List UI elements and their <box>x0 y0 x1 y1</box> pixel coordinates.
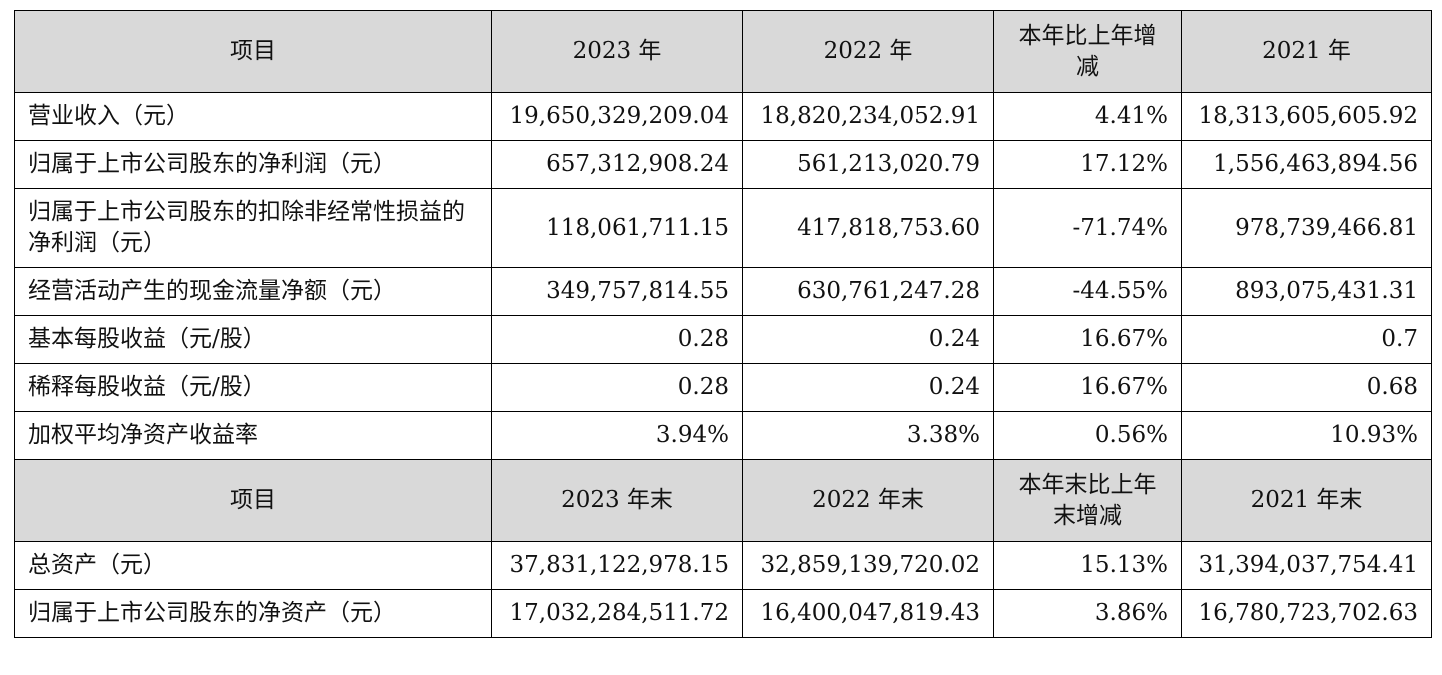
cell-2023-end: 17,032,284,511.72 <box>491 589 743 638</box>
table-row: 归属于上市公司股东的净资产（元） 17,032,284,511.72 16,40… <box>14 589 1432 638</box>
header-change-end: 本年末比上年末增减 <box>993 459 1182 542</box>
table-row: 稀释每股收益（元/股） 0.28 0.24 16.67% 0.68 <box>14 363 1432 412</box>
row-label: 基本每股收益（元/股） <box>14 315 492 364</box>
cell-2023: 0.28 <box>491 315 743 364</box>
table-row: 经营活动产生的现金流量净额（元） 349,757,814.55 630,761,… <box>14 267 1432 316</box>
row-label: 稀释每股收益（元/股） <box>14 363 492 412</box>
cell-2023: 0.28 <box>491 363 743 412</box>
cell-2022: 630,761,247.28 <box>742 267 994 316</box>
cell-2023-end: 37,831,122,978.15 <box>491 541 743 590</box>
cell-change: -44.55% <box>993 267 1182 316</box>
header-item: 项目 <box>14 459 492 542</box>
cell-2021-end: 16,780,723,702.63 <box>1181 589 1432 638</box>
header-row: 项目 2023 年 2022 年 本年比上年增减 2021 年 <box>14 10 1432 93</box>
table-row: 基本每股收益（元/股） 0.28 0.24 16.67% 0.7 <box>14 315 1432 364</box>
header-change: 本年比上年增减 <box>993 10 1182 93</box>
row-label: 归属于上市公司股东的扣除非经常性损益的净利润（元） <box>14 188 492 268</box>
cell-2023: 19,650,329,209.04 <box>491 92 743 141</box>
cell-2022: 561,213,020.79 <box>742 140 994 189</box>
header-2023-end: 2023 年末 <box>491 459 743 542</box>
cell-change: 17.12% <box>993 140 1182 189</box>
cell-2021: 18,313,605,605.92 <box>1181 92 1432 141</box>
row-label: 营业收入（元） <box>14 92 492 141</box>
cell-2021-end: 31,394,037,754.41 <box>1181 541 1432 590</box>
header-row: 项目 2023 年末 2022 年末 本年末比上年末增减 2021 年末 <box>14 459 1432 542</box>
cell-2021: 1,556,463,894.56 <box>1181 140 1432 189</box>
header-2021: 2021 年 <box>1181 10 1432 93</box>
cell-2022-end: 32,859,139,720.02 <box>742 541 994 590</box>
cell-change: 0.56% <box>993 411 1182 460</box>
table-row: 归属于上市公司股东的扣除非经常性损益的净利润（元） 118,061,711.15… <box>14 188 1432 268</box>
row-label: 归属于上市公司股东的净资产（元） <box>14 589 492 638</box>
cell-2023: 349,757,814.55 <box>491 267 743 316</box>
cell-change-end: 3.86% <box>993 589 1182 638</box>
cell-2022: 0.24 <box>742 363 994 412</box>
row-label: 总资产（元） <box>14 541 492 590</box>
cell-change: -71.74% <box>993 188 1182 268</box>
cell-change-end: 15.13% <box>993 541 1182 590</box>
cell-2022: 0.24 <box>742 315 994 364</box>
header-2021-end: 2021 年末 <box>1181 459 1432 542</box>
financial-summary: 项目 2023 年 2022 年 本年比上年增减 2021 年 营业收入（元） … <box>14 10 1432 638</box>
cell-2021: 0.68 <box>1181 363 1432 412</box>
header-item: 项目 <box>14 10 492 93</box>
cell-2021: 893,075,431.31 <box>1181 267 1432 316</box>
header-2023: 2023 年 <box>491 10 743 93</box>
cell-change: 16.67% <box>993 315 1182 364</box>
cell-2023: 657,312,908.24 <box>491 140 743 189</box>
cell-change: 16.67% <box>993 363 1182 412</box>
cell-2021: 978,739,466.81 <box>1181 188 1432 268</box>
table-row: 营业收入（元） 19,650,329,209.04 18,820,234,052… <box>14 92 1432 141</box>
row-label: 经营活动产生的现金流量净额（元） <box>14 267 492 316</box>
cell-2022: 417,818,753.60 <box>742 188 994 268</box>
table-row: 归属于上市公司股东的净利润（元） 657,312,908.24 561,213,… <box>14 140 1432 189</box>
cell-2022-end: 16,400,047,819.43 <box>742 589 994 638</box>
cell-2022: 3.38% <box>742 411 994 460</box>
cell-2023: 3.94% <box>491 411 743 460</box>
header-2022-end: 2022 年末 <box>742 459 994 542</box>
key-financial-data-table: 项目 2023 年 2022 年 本年比上年增减 2021 年 营业收入（元） … <box>14 10 1432 638</box>
row-label: 归属于上市公司股东的净利润（元） <box>14 140 492 189</box>
cell-2021: 10.93% <box>1181 411 1432 460</box>
cell-2023: 118,061,711.15 <box>491 188 743 268</box>
table-row: 总资产（元） 37,831,122,978.15 32,859,139,720.… <box>14 541 1432 590</box>
cell-change: 4.41% <box>993 92 1182 141</box>
cell-2021: 0.7 <box>1181 315 1432 364</box>
cell-2022: 18,820,234,052.91 <box>742 92 994 141</box>
table-row: 加权平均净资产收益率 3.94% 3.38% 0.56% 10.93% <box>14 411 1432 460</box>
header-2022: 2022 年 <box>742 10 994 93</box>
row-label: 加权平均净资产收益率 <box>14 411 492 460</box>
